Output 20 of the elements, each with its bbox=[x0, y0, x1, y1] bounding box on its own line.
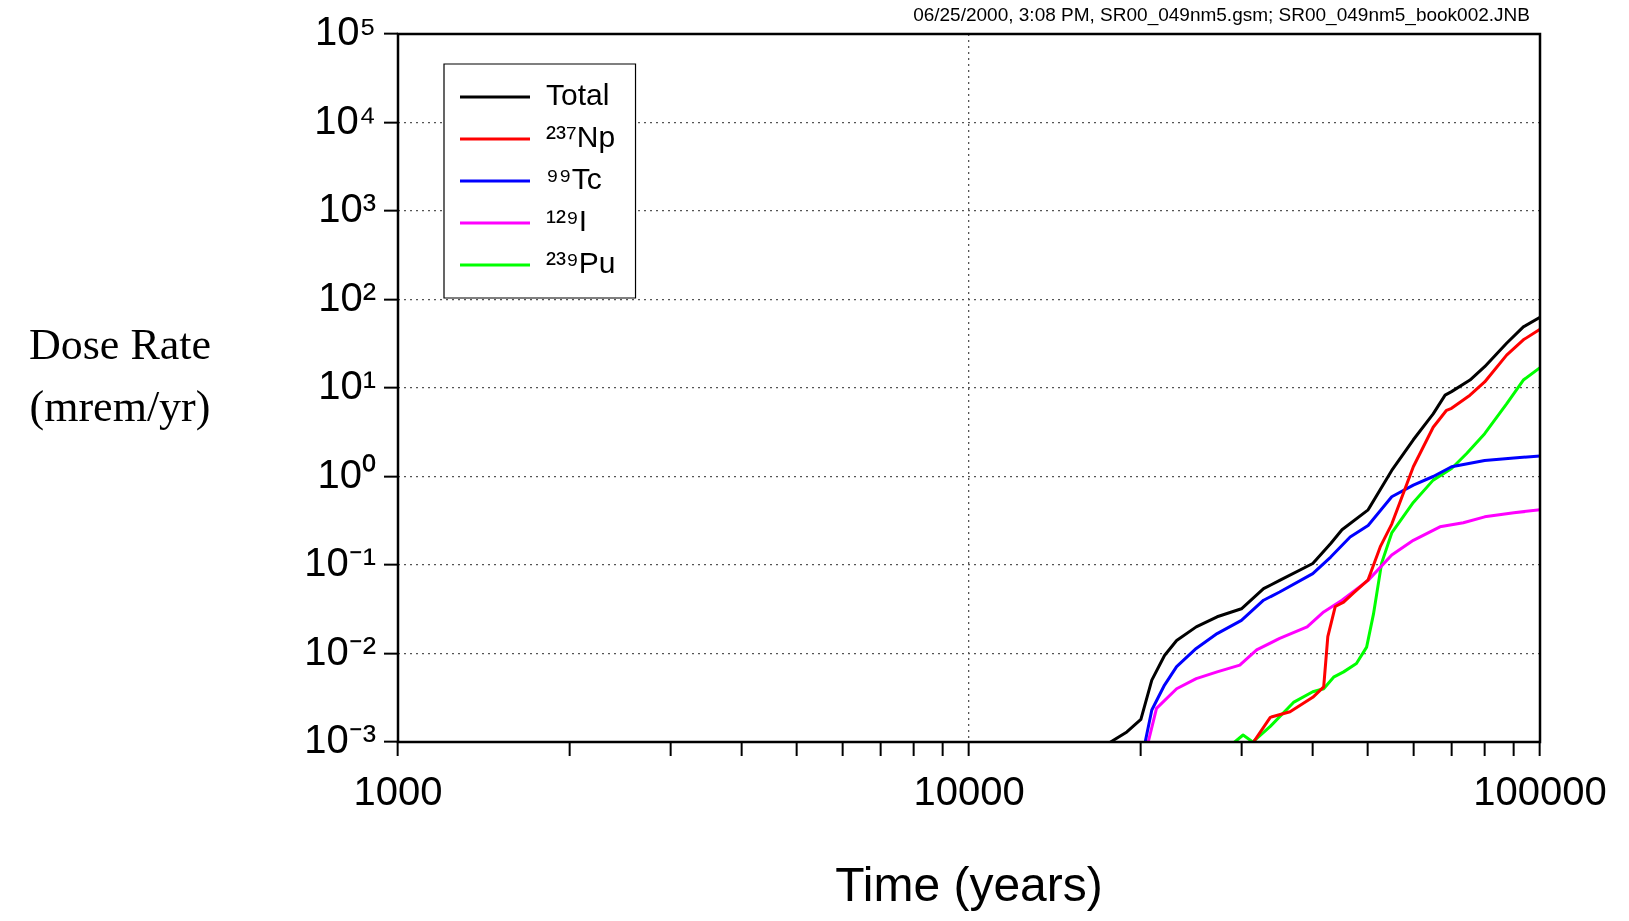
y-tick-label: 10³ bbox=[318, 186, 376, 231]
y-tick-label: 10¹ bbox=[318, 363, 376, 408]
legend-label: ²³⁷Np bbox=[546, 120, 616, 154]
x-tick-label: 10000 bbox=[913, 769, 1025, 814]
y-tick-label: 10² bbox=[318, 274, 376, 319]
legend-label: ¹²⁹I bbox=[546, 204, 588, 238]
x-tick-label: 1000 bbox=[353, 769, 443, 814]
y-tick-label: 10⁵ bbox=[314, 9, 376, 54]
y-tick-label: 10⁻³ bbox=[304, 717, 376, 762]
y-tick-label: 10⁻² bbox=[304, 628, 376, 673]
x-axis-title: Time (years) bbox=[835, 858, 1103, 912]
y-tick-label: 10⁰ bbox=[317, 451, 376, 496]
y-tick-label: 10⁻¹ bbox=[304, 540, 376, 585]
text: 06/25/2000, 3:08 PM, SR00_049nm5.gsm; SR00_049nm5_book002.JNB bbox=[913, 4, 1530, 27]
legend-label: ²³⁹Pu bbox=[546, 246, 616, 280]
x-tick-label: 100000 bbox=[1473, 769, 1607, 814]
legend-label: ⁹⁹Tc bbox=[546, 162, 602, 196]
y-axis-title: Dose Rate (mrem/yr) bbox=[28, 319, 212, 431]
y-tick-label: 10⁴ bbox=[314, 97, 376, 142]
legend-label: Total bbox=[546, 78, 610, 112]
